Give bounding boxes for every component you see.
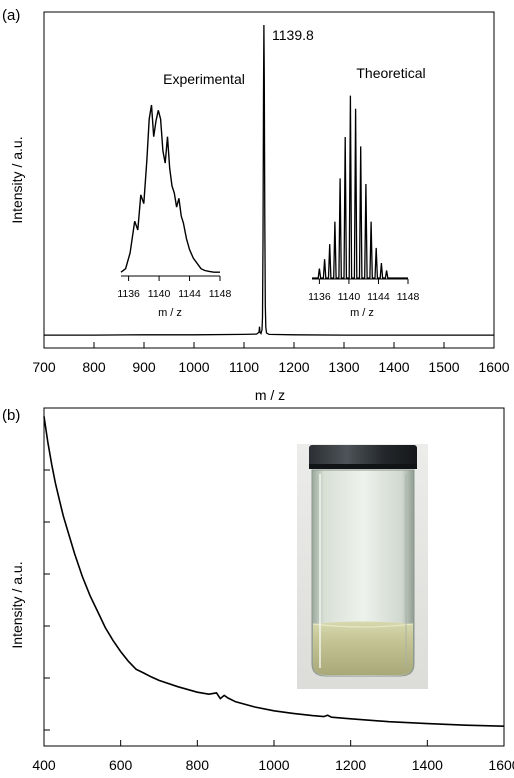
- panel-b-x-tick-label: 1400: [412, 757, 443, 773]
- inset-theoretical-title: Theoretical: [356, 65, 425, 81]
- inset-theoretical-tick-label: 1144: [367, 291, 390, 303]
- inset-theoretical-tick-label: 1136: [308, 291, 331, 303]
- inset-experimental-tick-label: 1148: [209, 288, 232, 300]
- inset-experimental-tick-label: 1136: [117, 288, 140, 300]
- panel-a-y-axis-label: Intensity / a.u.: [9, 136, 25, 223]
- inset-experimental-x-label: m / z: [158, 307, 182, 319]
- panel-a-series-line: [44, 24, 494, 336]
- inset-theoretical-tick-label: 1140: [338, 291, 361, 303]
- panel-b-label: (b): [2, 407, 20, 424]
- panel-a-x-tick-label: 700: [32, 359, 56, 375]
- inset-theoretical: Theoretical 1136 1140 1144 1148 m / z: [308, 65, 426, 319]
- vial-photo: [297, 444, 428, 689]
- inset-theoretical-x-label: m / z: [350, 307, 374, 319]
- panel-b-series-line: [43, 416, 505, 727]
- panel-b-x-tick-label: 1600: [488, 757, 514, 773]
- panel-a-x-tick-label: 800: [82, 359, 106, 375]
- panel-a-peak-annotation: 1139.8: [272, 27, 314, 43]
- panel-b-y-axis-label: Intensity / a.u.: [9, 561, 25, 648]
- panel-a-x-ticks: 700 800 900 1000 1100 1200 1300 1400 1500 1600: [32, 342, 510, 375]
- panel-a-x-tick-label: 1000: [178, 359, 209, 375]
- panel-b-y-ticks: [44, 469, 50, 731]
- panel-b-x-tick-label: 1200: [335, 757, 366, 773]
- inset-theoretical-tick-label: 1148: [397, 291, 420, 303]
- panel-a-x-tick-label: 1100: [229, 359, 259, 375]
- panel-b-x-ticks: 400 600 800 1000 1200 1400 1600: [32, 740, 514, 773]
- vial-liquid: [313, 621, 413, 675]
- panel-a-x-axis-label: m / z: [255, 387, 285, 403]
- panel-b-x-tick-label: 600: [109, 757, 133, 773]
- inset-theoretical-sticks: [312, 95, 408, 279]
- panel-b-frame: [43, 407, 505, 747]
- panel-a-x-tick-label: 900: [132, 359, 156, 375]
- panel-a-x-tick-label: 1500: [428, 359, 459, 375]
- panel-a: (a) 700 800 900 1000 1100 1200 1300 1400 1500 160…: [2, 7, 510, 403]
- inset-theoretical-stick-line: [312, 95, 408, 279]
- inset-experimental-tick-label: 1144: [178, 288, 201, 300]
- inset-theoretical-x-axis: 1136 1140 1144 1148: [308, 278, 420, 303]
- panel-a-label: (a): [2, 7, 20, 24]
- panel-a-x-tick-label: 1600: [478, 359, 509, 375]
- inset-experimental-title: Experimental: [163, 71, 245, 87]
- panel-b-x-tick-label: 800: [186, 757, 210, 773]
- vial-cap: [309, 445, 417, 469]
- inset-experimental-tick-label: 1140: [148, 288, 171, 300]
- panel-a-x-tick-label: 1200: [278, 359, 309, 375]
- panel-a-x-tick-label: 1300: [328, 359, 359, 375]
- panel-a-plot-area: [43, 11, 495, 349]
- inset-experimental-x-axis: 1136 1140 1144 1148: [117, 275, 232, 300]
- panel-b-x-tick-label: 400: [32, 757, 56, 773]
- inset-experimental: Experimental 1136 1140 1144 1148 m / z: [117, 71, 245, 319]
- inset-experimental-line: [120, 104, 220, 273]
- panel-b: (b) 400 600 800 1000 1200 1400 1600 Intensity …: [2, 407, 514, 773]
- panel-b-x-tick-label: 1000: [258, 757, 289, 773]
- panel-a-x-tick-label: 1400: [378, 359, 409, 375]
- panel-a-frame: [43, 11, 495, 349]
